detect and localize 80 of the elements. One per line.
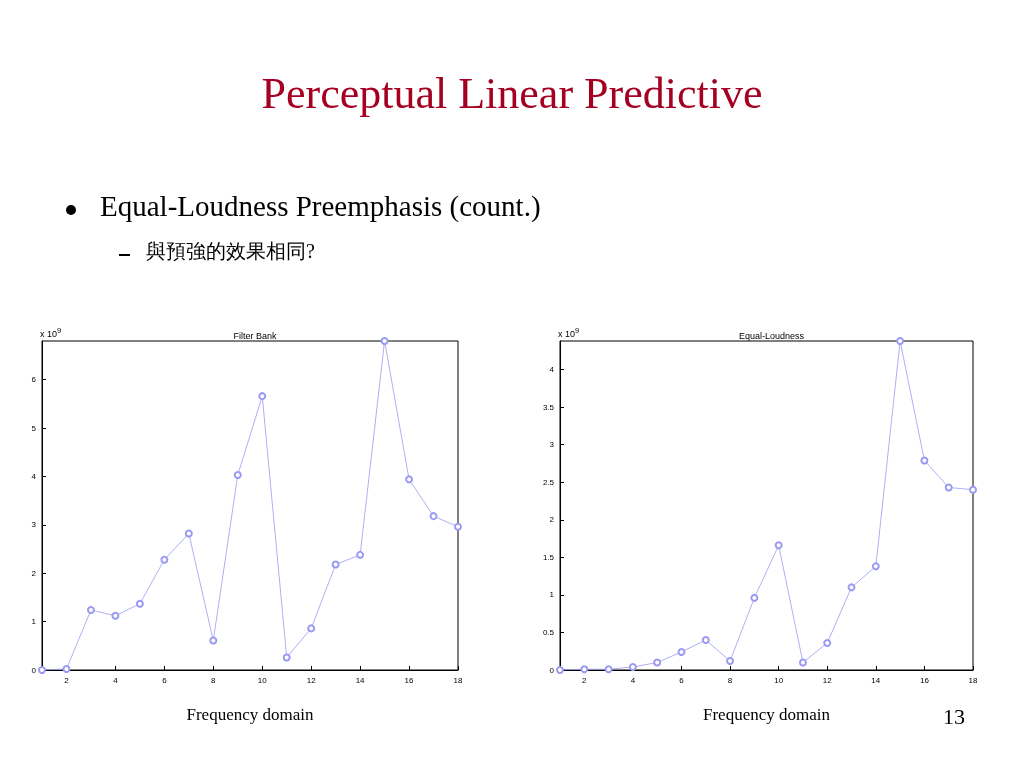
point	[701, 635, 710, 644]
y-tick-label: 2.5	[542, 477, 555, 487]
point	[454, 522, 462, 531]
x-tick-label: 10	[774, 675, 784, 685]
y-tick-label: 3.5	[542, 402, 555, 412]
x-tick-label: 12	[306, 675, 317, 685]
y-tick-label: 1.5	[542, 552, 555, 562]
y-tick-label: 0	[549, 665, 555, 675]
point	[86, 606, 95, 614]
x-tick-label: 16	[919, 675, 930, 685]
x-tick-label: 6	[162, 675, 168, 685]
y-tick-label: 4	[549, 365, 555, 375]
point	[135, 599, 144, 608]
x-tick-label: 8	[727, 675, 733, 685]
point	[871, 562, 880, 571]
x-axis-title: Frequency domain	[703, 705, 831, 724]
text: x 10$^{9}$	[40, 326, 62, 339]
point	[653, 658, 662, 667]
point	[944, 483, 953, 492]
point	[556, 666, 564, 674]
x-tick-label: 2	[582, 675, 588, 685]
y-tick-label: 3	[31, 520, 37, 530]
text: Perceptual Linear Predictive	[260, 68, 764, 119]
x-tick-label: 6	[679, 675, 685, 685]
y-tick-label: 4	[31, 471, 37, 481]
point	[429, 512, 438, 521]
y-tick-label: 3	[549, 440, 555, 450]
x-tick-label: 10	[257, 675, 268, 685]
x-tick-label: 12	[822, 675, 833, 685]
point	[405, 475, 414, 484]
point	[580, 665, 589, 674]
point	[969, 485, 977, 494]
y-tick-label: 6	[31, 375, 37, 385]
x-tick-label: 2	[64, 675, 70, 685]
point	[774, 541, 783, 550]
point	[823, 638, 832, 647]
x-tick-label: 4	[630, 675, 636, 685]
point	[604, 665, 613, 674]
y-tick-label: 5	[31, 423, 37, 433]
point	[160, 555, 169, 564]
x-tick-label: 8	[211, 675, 217, 685]
x-tick-label: 16	[404, 675, 415, 685]
point	[750, 593, 759, 602]
point	[847, 583, 856, 592]
y-tick-label: 2	[31, 568, 37, 578]
y-tick-label: 0.5	[542, 627, 555, 637]
point	[356, 550, 365, 559]
y-tick-label: 1	[31, 617, 37, 627]
x-tick-label: 4	[113, 675, 119, 685]
point	[233, 471, 242, 480]
point	[307, 624, 316, 633]
point	[184, 529, 193, 538]
point	[896, 337, 905, 345]
text: x 10$^{9}$	[558, 326, 580, 339]
point	[111, 611, 120, 620]
point	[282, 653, 291, 662]
chart-title: Equal-Loudness	[738, 330, 805, 341]
point	[920, 456, 929, 465]
x-tick-label: 18	[453, 675, 463, 685]
point	[258, 392, 267, 401]
y-tick-label: 0	[31, 665, 37, 675]
point	[380, 337, 389, 345]
x-tick-label: 14	[355, 675, 366, 685]
point	[331, 560, 340, 569]
x-axis-title: Frequency domain	[186, 705, 314, 724]
chart-title: Filter Bank	[233, 330, 278, 341]
point	[628, 663, 637, 671]
text: Equal-Loudness Preemphasis (count.)	[100, 190, 541, 223]
point	[677, 647, 686, 656]
point	[209, 636, 218, 645]
point	[798, 658, 807, 667]
y-tick-label: 1	[549, 590, 555, 600]
text: 13	[943, 703, 965, 729]
text: 與預強的效果相同?	[146, 239, 315, 264]
x-tick-label: 18	[968, 675, 978, 685]
point	[38, 666, 46, 674]
x-tick-label: 14	[871, 675, 881, 685]
y-tick-label: 2	[549, 515, 555, 525]
point	[726, 656, 735, 665]
point	[62, 665, 71, 674]
